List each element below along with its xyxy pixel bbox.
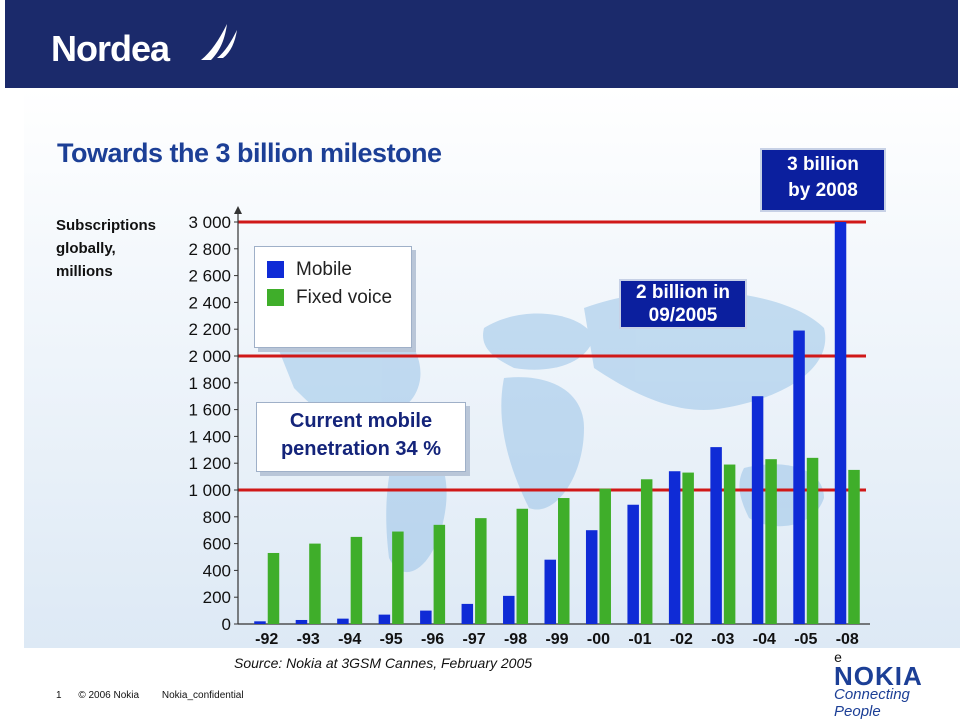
y-tick-label: 200 — [203, 588, 231, 607]
x-tick-label: -03 — [711, 631, 734, 648]
bar-fixed — [848, 469, 860, 624]
bar-mobile — [503, 595, 515, 624]
y-tick-label: 600 — [203, 535, 231, 554]
bar-fixed — [516, 508, 529, 624]
bar-mobile — [420, 610, 432, 624]
y-tick-label: 1 800 — [188, 374, 231, 393]
x-tick-label: -02 — [670, 631, 693, 648]
copyright: © 2006 Nokia — [78, 690, 140, 701]
slide-title: Towards the 3 billion milestone — [57, 138, 442, 168]
callout-2-billion: 2 billion in 09/2005 — [619, 279, 747, 329]
x-tick-label: -05 — [794, 631, 817, 648]
legend-label-mobile: Mobile — [296, 259, 352, 280]
bar-mobile — [751, 396, 764, 624]
y-axis-title: Subscriptions globally, millions — [56, 217, 157, 280]
header-bar: Nordea — [5, 0, 958, 88]
x-tick-label: -01 — [628, 631, 651, 648]
bar-fixed — [682, 472, 694, 624]
legend-swatch-fixed — [267, 289, 284, 306]
bar-mobile — [585, 530, 598, 624]
bar-mobile — [668, 471, 681, 624]
bar-fixed — [433, 524, 446, 624]
bar-mobile — [793, 330, 805, 624]
y-tick-label: 0 — [222, 615, 231, 634]
y-tick-label: 1 600 — [188, 401, 231, 420]
bar-fixed — [475, 518, 487, 624]
bar-mobile — [295, 619, 308, 624]
bar-mobile — [337, 618, 349, 624]
x-tick-label: -98 — [504, 631, 527, 648]
source-note: Source: Nokia at 3GSM Cannes, February 2… — [234, 655, 533, 671]
bar-mobile — [254, 621, 266, 624]
y-tick-label: 3 000 — [188, 213, 231, 232]
x-tick-label: -08 — [836, 631, 859, 648]
chart-legend: Mobile Fixed voice — [254, 246, 412, 348]
y-tick-label: 2 600 — [188, 267, 231, 286]
y-tick-label: 1 200 — [188, 454, 231, 473]
x-tick-label: -99 — [545, 631, 568, 648]
x-tick-label: -92 — [255, 631, 278, 648]
y-tick-label: 2 400 — [188, 293, 231, 312]
y-tick-label: 400 — [203, 561, 231, 580]
bar-fixed — [392, 531, 404, 624]
legend-swatch-mobile — [267, 261, 284, 278]
x-tick-label: -93 — [297, 631, 320, 648]
sail-icon — [201, 24, 237, 60]
bar-fixed — [309, 543, 321, 624]
bar-fixed — [723, 464, 736, 624]
bar-fixed — [267, 552, 280, 624]
x-tick-label: -94 — [338, 631, 361, 648]
x-tick-label: -96 — [421, 631, 444, 648]
bar-mobile — [710, 447, 722, 624]
bar-mobile — [461, 603, 474, 624]
y-tick-label: 2 800 — [188, 240, 231, 259]
brand-logo: Nordea — [51, 28, 170, 69]
page-number: 1 — [56, 690, 62, 701]
y-axis-arrow — [234, 206, 242, 214]
x-tick-label: -00 — [587, 631, 610, 648]
callout-penetration: Current mobile penetration 34 % — [256, 402, 466, 472]
bar-fixed — [765, 459, 777, 624]
bar-mobile — [544, 559, 556, 624]
nokia-logo: NOKIA — [834, 661, 923, 691]
bar-mobile — [627, 504, 639, 624]
y-tick-label: 2 200 — [188, 320, 231, 339]
y-tick-label: 1 400 — [188, 427, 231, 446]
bar-fixed — [640, 479, 653, 624]
bar-mobile — [378, 614, 391, 624]
y-tick-label: 2 000 — [188, 347, 231, 366]
x-tick-label: -97 — [463, 631, 486, 648]
bar-fixed — [558, 498, 570, 624]
x-note: e — [834, 649, 842, 665]
y-tick-label: 800 — [203, 508, 231, 527]
x-tick-label: -95 — [380, 631, 403, 648]
bar-fixed — [350, 536, 363, 624]
callout-3-billion: 3 billion by 2008 — [760, 148, 886, 212]
y-tick-label: 1 000 — [188, 481, 231, 500]
classification: Nokia_confidential — [161, 690, 244, 701]
x-tick-label: -04 — [753, 631, 776, 648]
bar-fixed — [806, 457, 819, 624]
nokia-tagline: Connecting People — [834, 686, 910, 720]
footer-meta: 1 © 2006 Nokia Nokia_confidential — [56, 690, 244, 701]
bar-fixed — [599, 488, 611, 624]
legend-label-fixed: Fixed voice — [296, 287, 393, 308]
bar-mobile — [834, 222, 847, 624]
